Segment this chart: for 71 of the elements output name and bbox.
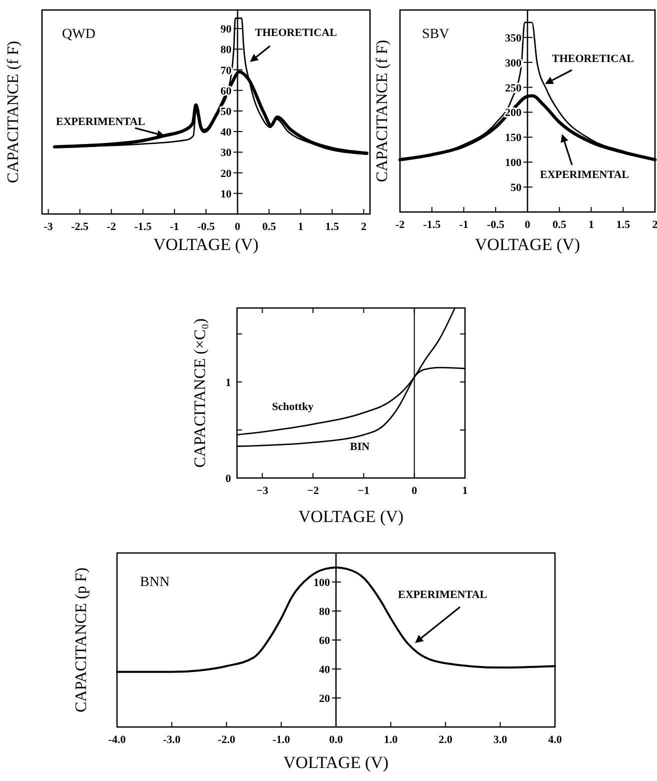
x-tick-label: -3.0 — [163, 734, 181, 746]
y-tick-label: 50 — [220, 106, 232, 118]
legend-label: EXPERIMENTAL — [540, 169, 630, 181]
series-label: EXPERIMENTAL — [56, 116, 146, 128]
x-tick-label: -1 — [459, 219, 468, 231]
x-axis-title: VOLTAGE (V) — [298, 507, 404, 526]
x-tick-label: 2 — [652, 219, 657, 231]
x-tick-label: -1.0 — [272, 734, 290, 746]
x-tick-label: 1.5 — [325, 221, 340, 233]
y-axis-title: CAPACITANCE (f F) — [5, 40, 22, 184]
x-tick-label: 1.5 — [616, 219, 630, 231]
x-tick-label: −1 — [358, 485, 370, 497]
x-tick-label: 4.0 — [548, 734, 562, 746]
y-tick-label: 0 — [226, 473, 232, 485]
x-tick-label: 1 — [298, 221, 304, 233]
x-tick-label: -1.5 — [134, 221, 152, 233]
y-tick-label: 150 — [505, 132, 522, 144]
text: QWD — [62, 27, 96, 42]
y-tick-label: 60 — [319, 635, 330, 647]
x-tick-label: 0 — [412, 485, 418, 497]
y-tick-label: 100 — [505, 157, 522, 170]
x-tick-label: -0.5 — [486, 219, 505, 231]
x-tick-label: −3 — [256, 485, 269, 497]
x-tick-label: 0.0 — [329, 734, 344, 746]
y-tick-label: 50 — [510, 182, 522, 194]
y-tick-label: 80 — [220, 44, 232, 56]
x-tick-label: -1.5 — [423, 219, 442, 231]
text: SBV — [422, 27, 450, 42]
x-tick-label: -1 — [170, 221, 180, 233]
y-tick-label: 20 — [220, 168, 232, 180]
x-tick-label: 2 — [360, 221, 367, 233]
x-tick-label: 0 — [524, 219, 531, 231]
y-axis-title: CAPACITANCE (f F) — [374, 40, 391, 182]
series-label: EXPERIMENTAL — [398, 589, 488, 601]
y-tick-label: 350 — [505, 32, 522, 44]
x-tick-label: -2.0 — [218, 734, 236, 746]
series-label: Schottky — [272, 401, 314, 413]
x-axis-title: VOLTAGE (V) — [283, 753, 389, 772]
y-tick-label: 40 — [220, 126, 232, 139]
x-tick-label: 0.5 — [262, 221, 276, 233]
y-tick-label: 1 — [226, 376, 231, 389]
x-tick-label: 1.0 — [384, 734, 398, 746]
x-tick-label: −2 — [307, 485, 320, 497]
y-tick-label: 100 — [314, 577, 330, 589]
x-tick-label: 0 — [234, 221, 241, 233]
y-tick-label: 10 — [220, 188, 232, 200]
y-tick-label: 30 — [220, 147, 232, 160]
x-tick-label: -2 — [106, 221, 116, 233]
x-axis-title: VOLTAGE (V) — [474, 235, 580, 254]
x-tick-label: 1 — [462, 485, 468, 497]
y-tick-label: 80 — [319, 606, 330, 618]
y-tick-label: 70 — [220, 64, 232, 77]
x-tick-label: -2 — [395, 219, 406, 231]
x-tick-label: 0.5 — [552, 219, 567, 231]
x-tick-label: 3.0 — [493, 734, 508, 746]
x-tick-label: 1 — [588, 219, 594, 231]
series-label: BIN — [350, 441, 370, 453]
y-tick-label: 20 — [319, 693, 330, 705]
x-tick-label: -4.0 — [108, 734, 126, 746]
y-axis-title: CAPACITANCE (×C₀) — [192, 318, 209, 468]
series-label: THEORETICAL — [552, 53, 634, 65]
series-label: THEORETICAL — [255, 27, 337, 39]
x-tick-label: -2.5 — [71, 221, 90, 233]
y-axis-title: CAPACITANCE (p F) — [73, 568, 90, 712]
y-tick-label: 40 — [319, 664, 330, 676]
x-axis-title: VOLTAGE (V) — [153, 235, 259, 254]
y-tick-label: 90 — [220, 24, 232, 36]
x-tick-label: 2.0 — [438, 734, 453, 746]
x-tick-label: -0.5 — [197, 221, 216, 233]
x-tick-label: -3 — [44, 221, 54, 233]
text: BNN — [140, 575, 170, 590]
